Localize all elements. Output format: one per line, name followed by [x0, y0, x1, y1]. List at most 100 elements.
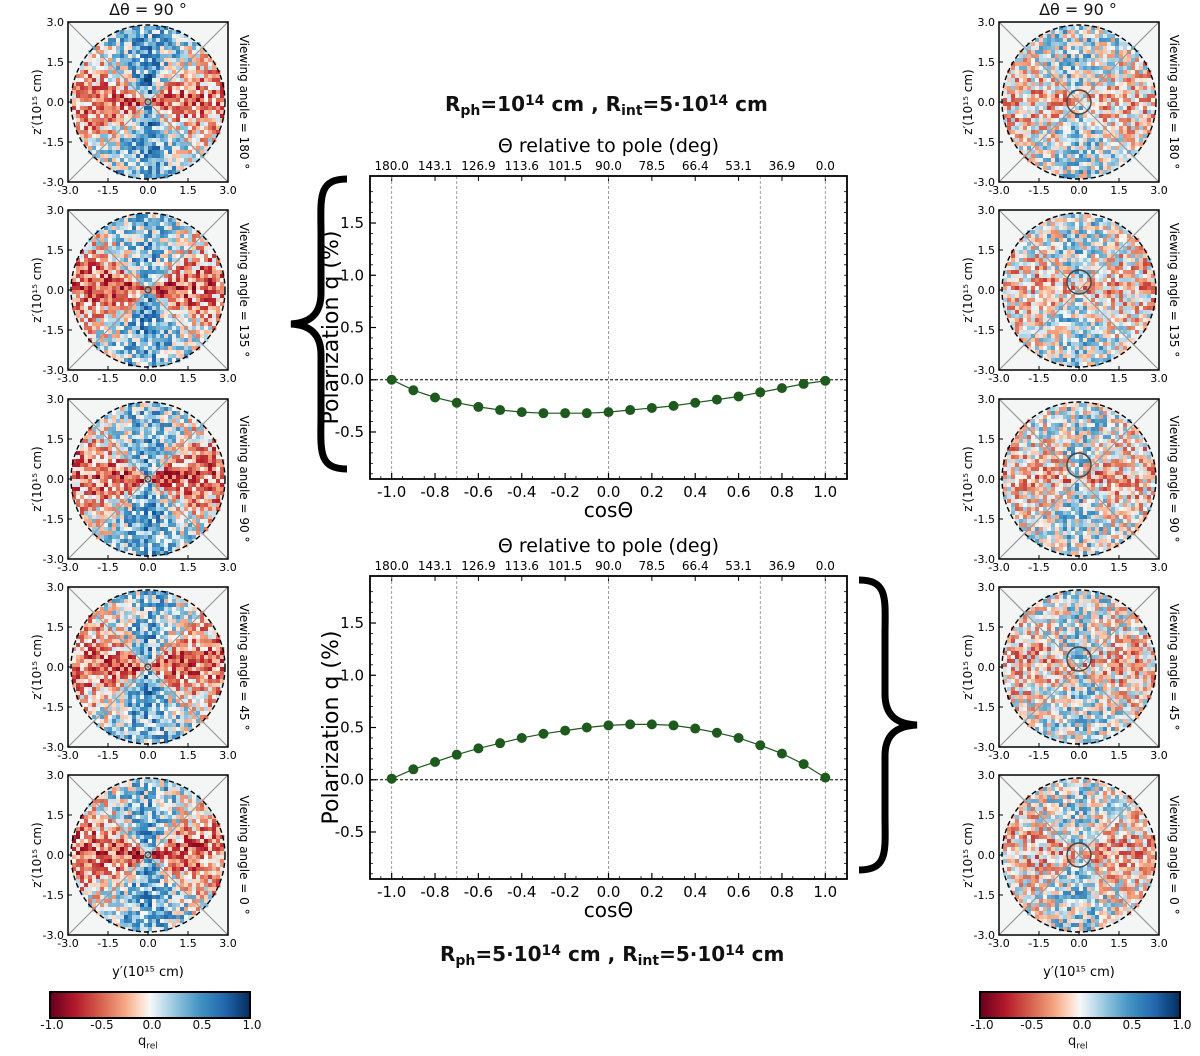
map-cell — [184, 230, 189, 235]
map-cell — [156, 471, 161, 476]
map-cell — [128, 627, 133, 632]
map-cell — [172, 246, 177, 251]
map-cell — [116, 122, 121, 127]
map-cell — [192, 270, 197, 275]
map-cell — [160, 94, 165, 99]
map-cell — [140, 719, 145, 724]
map-cell — [132, 615, 137, 620]
map-cell — [168, 415, 173, 420]
map-cell — [144, 250, 149, 255]
map-cell — [168, 619, 173, 624]
map-cell — [96, 322, 101, 327]
map-cell — [152, 503, 157, 508]
map-cell — [160, 142, 165, 147]
map-cell — [100, 631, 105, 636]
map-cell — [204, 631, 209, 636]
map-cell — [76, 855, 81, 860]
x-tick-label: 1.5 — [179, 184, 197, 197]
map-cell — [192, 671, 197, 676]
map-cell — [196, 330, 201, 335]
map-cell — [128, 302, 133, 307]
map-cell — [112, 515, 117, 520]
map-cell — [116, 274, 121, 279]
map-cell — [104, 102, 109, 107]
map-cell — [80, 459, 85, 464]
map-cell — [104, 455, 109, 460]
map-cell — [132, 258, 137, 263]
map-cell — [200, 150, 205, 155]
map-cell — [176, 679, 181, 684]
map-cell — [112, 70, 117, 75]
map-cell — [152, 302, 157, 307]
map-cell — [212, 483, 217, 488]
map-cell — [212, 643, 217, 648]
map-cell — [212, 302, 217, 307]
map-cell — [196, 643, 201, 648]
map-cell — [88, 519, 93, 524]
map-cell — [184, 639, 189, 644]
map-cell — [120, 547, 125, 552]
map-cell — [96, 679, 101, 684]
map-cell — [108, 803, 113, 808]
map-cell — [140, 358, 145, 363]
map-cell — [188, 427, 193, 432]
map-cell — [144, 62, 149, 67]
map-cell — [76, 663, 81, 668]
map-cell — [208, 82, 213, 87]
map-cell — [168, 234, 173, 239]
map-cell — [152, 731, 157, 736]
map-cell — [88, 74, 93, 79]
map-cell — [124, 218, 129, 223]
map-cell — [184, 675, 189, 680]
map-cell — [92, 875, 97, 880]
map-cell — [148, 467, 153, 472]
map-cell — [120, 611, 125, 616]
map-cell — [96, 86, 101, 91]
map-cell — [128, 539, 133, 544]
map-cell — [128, 543, 133, 548]
map-cell — [172, 234, 177, 239]
map-cell — [192, 342, 197, 347]
map-cell — [168, 294, 173, 299]
map-cell — [92, 318, 97, 323]
map-cell — [160, 403, 165, 408]
map-cell — [176, 138, 181, 143]
map-cell — [152, 338, 157, 343]
map-cell — [92, 707, 97, 712]
map-cell — [128, 174, 133, 179]
map-cell — [76, 879, 81, 884]
map-cell — [88, 126, 93, 131]
map-cell — [188, 651, 193, 656]
map-cell — [140, 639, 145, 644]
map-cell — [136, 519, 141, 524]
map-cell — [140, 170, 145, 175]
map-cell — [132, 667, 137, 672]
map-cell — [116, 471, 121, 476]
map-cell — [112, 114, 117, 119]
map-cell — [132, 326, 137, 331]
map-cell — [212, 70, 217, 75]
map-cell — [84, 142, 89, 147]
map-cell — [136, 290, 141, 295]
map-cell — [120, 535, 125, 540]
map-cell — [124, 150, 129, 155]
map-cell — [148, 278, 153, 283]
map-cell — [80, 463, 85, 468]
map-cell — [172, 511, 177, 516]
map-cell — [152, 539, 157, 544]
map-cell — [84, 847, 89, 852]
map-cell — [104, 619, 109, 624]
map-cell — [160, 707, 165, 712]
map-cell — [144, 78, 149, 83]
map-cell — [104, 130, 109, 135]
map-cell — [172, 290, 177, 295]
map-cell — [192, 114, 197, 119]
map-cell — [104, 302, 109, 307]
map-cell — [156, 282, 161, 287]
map-cell — [84, 659, 89, 664]
map-cell — [160, 507, 165, 512]
map-cell — [192, 723, 197, 728]
map-cell — [180, 459, 185, 464]
map-cell — [120, 90, 125, 95]
map-cell — [148, 50, 153, 55]
